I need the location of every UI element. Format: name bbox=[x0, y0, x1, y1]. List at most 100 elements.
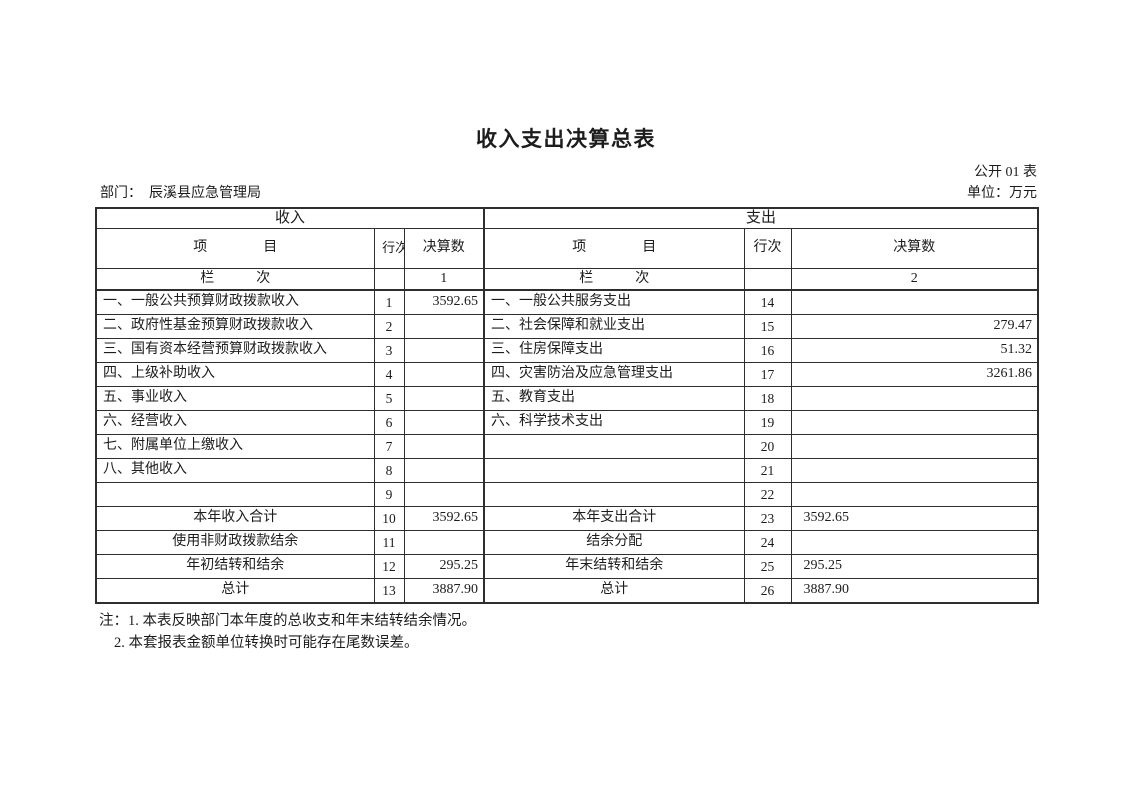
revenue-item-label: 本年收入合计 bbox=[95, 506, 375, 531]
expenditure-item-label: 结余分配 bbox=[483, 530, 745, 555]
table-row: 六、经营收入 6 六、科学技术支出 19 bbox=[95, 410, 1039, 435]
expenditure-amount bbox=[790, 386, 1039, 411]
expenditure-row-no: 16 bbox=[743, 338, 792, 363]
revenue-row-no: 10 bbox=[373, 506, 405, 531]
expenditure-row-no: 14 bbox=[743, 289, 792, 315]
revenue-amount bbox=[403, 482, 485, 507]
footnote-1: 注：1. 本表反映部门本年度的总收支和年末结转结余情况。 bbox=[99, 613, 476, 629]
col-header-amount-left: 决算数 bbox=[403, 228, 485, 269]
revenue-item-label: 年初结转和结余 bbox=[95, 554, 375, 579]
expenditure-item-label: 总计 bbox=[483, 578, 745, 604]
table-row: 总计 13 3887.90 总计 26 3887.90 bbox=[95, 578, 1039, 604]
revenue-item-label: 八、其他收入 bbox=[95, 458, 375, 483]
revenue-item-label: 总计 bbox=[95, 578, 375, 604]
expenditure-row-no: 19 bbox=[743, 410, 792, 435]
expenditure-amount: 3887.90 bbox=[790, 578, 1039, 604]
column-index-row: 栏 次 1 栏 次 2 bbox=[95, 268, 1039, 291]
expenditure-row-no: 20 bbox=[743, 434, 792, 459]
table-row: 年初结转和结余 12 295.25 年末结转和结余 25 295.25 bbox=[95, 554, 1039, 579]
summary-table: 收入 支出 项 目 行次 决算数 项 目 行次 决算数 栏 次 1 栏 次 2 bbox=[95, 207, 1039, 604]
table-row: 五、事业收入 5 五、教育支出 18 bbox=[95, 386, 1039, 411]
expenditure-item-label: 六、科学技术支出 bbox=[483, 410, 745, 435]
revenue-amount bbox=[403, 434, 485, 459]
column-index-right: 2 bbox=[790, 268, 1039, 291]
lanci-label-left: 栏 次 bbox=[95, 268, 375, 291]
revenue-row-no: 4 bbox=[373, 362, 405, 387]
unit-label: 单位：万元 bbox=[967, 186, 1037, 201]
table-row: 9 22 bbox=[95, 482, 1039, 507]
revenue-amount: 295.25 bbox=[403, 554, 485, 579]
revenue-row-no: 3 bbox=[373, 338, 405, 363]
department-label: 部门： 辰溪县应急管理局 bbox=[100, 186, 261, 201]
revenue-item-label: 使用非财政拨款结余 bbox=[95, 530, 375, 555]
table-row: 二、政府性基金预算财政拨款收入 2 二、社会保障和就业支出 15 279.47 bbox=[95, 314, 1039, 339]
revenue-row-no: 13 bbox=[373, 578, 405, 604]
revenue-amount bbox=[403, 530, 485, 555]
revenue-row-no: 1 bbox=[373, 289, 405, 315]
revenue-amount bbox=[403, 362, 485, 387]
col-header-item-left: 项 目 bbox=[95, 228, 375, 269]
expenditure-row-no: 24 bbox=[743, 530, 792, 555]
revenue-item-label: 四、上级补助收入 bbox=[95, 362, 375, 387]
expenditure-amount: 279.47 bbox=[790, 314, 1039, 339]
revenue-item-label: 三、国有资本经营预算财政拨款收入 bbox=[95, 338, 375, 363]
column-header-row: 项 目 行次 决算数 项 目 行次 决算数 bbox=[95, 228, 1039, 269]
expenditure-item-label bbox=[483, 458, 745, 483]
revenue-row-no: 12 bbox=[373, 554, 405, 579]
expenditure-item-label: 年末结转和结余 bbox=[483, 554, 745, 579]
expenditure-item-label: 四、灾害防治及应急管理支出 bbox=[483, 362, 745, 387]
expenditure-item-label bbox=[483, 482, 745, 507]
revenue-amount bbox=[403, 410, 485, 435]
expenditure-item-label: 一、一般公共服务支出 bbox=[483, 289, 745, 315]
table-row: 三、国有资本经营预算财政拨款收入 3 三、住房保障支出 16 51.32 bbox=[95, 338, 1039, 363]
revenue-row-no: 5 bbox=[373, 386, 405, 411]
table-row: 本年收入合计 10 3592.65 本年支出合计 23 3592.65 bbox=[95, 506, 1039, 531]
expenditure-row-no: 22 bbox=[743, 482, 792, 507]
revenue-item-label: 一、一般公共预算财政拨款收入 bbox=[95, 289, 375, 315]
revenue-row-no: 11 bbox=[373, 530, 405, 555]
footnote-2: 2. 本套报表金额单位转换时可能存在尾数误差。 bbox=[114, 635, 419, 651]
meta-line: 部门： 辰溪县应急管理局 单位：万元 bbox=[95, 182, 1037, 202]
table-row: 八、其他收入 8 21 bbox=[95, 458, 1039, 483]
table-row: 使用非财政拨款结余 11 结余分配 24 bbox=[95, 530, 1039, 555]
revenue-row-no: 9 bbox=[373, 482, 405, 507]
expenditure-row-no: 23 bbox=[743, 506, 792, 531]
expenditure-row-no: 26 bbox=[743, 578, 792, 604]
lanci-rowno-left bbox=[373, 268, 405, 291]
col-header-rowno-right: 行次 bbox=[743, 228, 792, 269]
revenue-item-label: 二、政府性基金预算财政拨款收入 bbox=[95, 314, 375, 339]
revenue-item-label: 六、经营收入 bbox=[95, 410, 375, 435]
expenditure-item-label: 二、社会保障和就业支出 bbox=[483, 314, 745, 339]
column-index-left: 1 bbox=[403, 268, 485, 291]
expenditure-row-no: 25 bbox=[743, 554, 792, 579]
table-row: 四、上级补助收入 4 四、灾害防治及应急管理支出 17 3261.86 bbox=[95, 362, 1039, 387]
footnotes: 注：1. 本表反映部门本年度的总收支和年末结转结余情况。 2. 本套报表金额单位… bbox=[99, 610, 476, 654]
revenue-row-no: 8 bbox=[373, 458, 405, 483]
revenue-amount: 3592.65 bbox=[403, 506, 485, 531]
table-row: 七、附属单位上缴收入 7 20 bbox=[95, 434, 1039, 459]
expenditure-amount bbox=[790, 434, 1039, 459]
revenue-item-label bbox=[95, 482, 375, 507]
revenue-item-label: 五、事业收入 bbox=[95, 386, 375, 411]
revenue-row-no: 6 bbox=[373, 410, 405, 435]
expenditure-amount: 3261.86 bbox=[790, 362, 1039, 387]
expenditure-item-label: 三、住房保障支出 bbox=[483, 338, 745, 363]
page-title: 收入支出决算总表 bbox=[476, 127, 656, 151]
expenditure-item-label bbox=[483, 434, 745, 459]
col-header-amount-right: 决算数 bbox=[790, 228, 1039, 269]
lanci-rowno-right bbox=[743, 268, 792, 291]
revenue-amount: 3592.65 bbox=[403, 289, 485, 315]
expenditure-amount: 51.32 bbox=[790, 338, 1039, 363]
expenditure-amount bbox=[790, 482, 1039, 507]
expenditure-row-no: 17 bbox=[743, 362, 792, 387]
expenditure-amount bbox=[790, 410, 1039, 435]
table-row: 一、一般公共预算财政拨款收入 1 3592.65 一、一般公共服务支出 14 bbox=[95, 289, 1039, 315]
expenditure-amount bbox=[790, 530, 1039, 555]
revenue-section-header: 收入 bbox=[95, 207, 485, 229]
revenue-amount bbox=[403, 314, 485, 339]
lanci-label-right: 栏 次 bbox=[483, 268, 745, 291]
expenditure-item-label: 五、教育支出 bbox=[483, 386, 745, 411]
expenditure-row-no: 18 bbox=[743, 386, 792, 411]
section-header-row: 收入 支出 bbox=[95, 207, 1039, 229]
